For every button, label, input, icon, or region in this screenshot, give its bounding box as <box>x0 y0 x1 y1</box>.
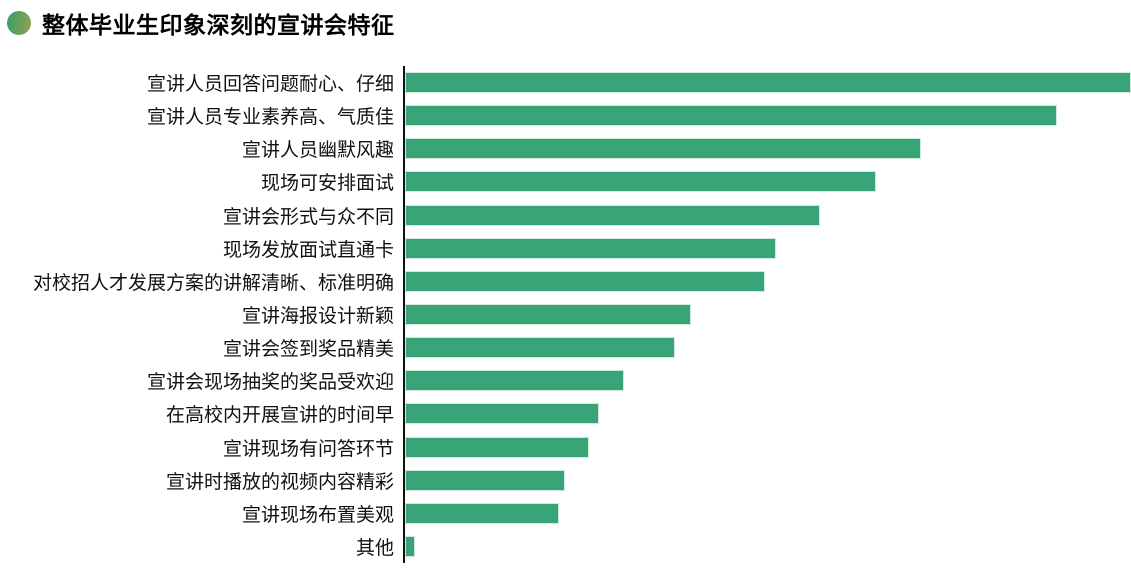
chart-row: 宣讲会现场抽奖的奖品受欢迎 <box>0 364 1131 398</box>
bar-track <box>403 66 1131 100</box>
category-label: 宣讲现场有问答环节 <box>222 438 394 460</box>
bar <box>405 304 692 326</box>
bar <box>405 337 676 359</box>
chart-row: 宣讲现场有问答环节 <box>0 430 1131 464</box>
bar-track <box>403 529 1131 564</box>
chart-title: 整体毕业生印象深刻的宣讲会特征 <box>42 12 395 38</box>
category-label: 其他 <box>355 538 394 560</box>
bar-track <box>403 331 1131 365</box>
category-label: 对校招人才发展方案的讲解清晰、标准明确 <box>32 272 394 294</box>
bar-track <box>403 496 1131 530</box>
bar-track <box>403 463 1131 497</box>
chart-header: 整体毕业生印象深刻的宣讲会特征 <box>7 6 395 40</box>
bar-track <box>403 231 1131 265</box>
chart-row: 对校招人才发展方案的讲解清晰、标准明确 <box>0 264 1131 298</box>
bar <box>405 436 589 458</box>
category-label: 宣讲会签到奖品精美 <box>222 339 394 361</box>
category-label: 现场发放面试直通卡 <box>222 239 394 261</box>
bar <box>405 72 1131 94</box>
bar-track <box>403 397 1131 431</box>
category-label: 宣讲海报设计新颖 <box>241 306 394 328</box>
chart-row: 宣讲人员幽默风趣 <box>0 132 1131 166</box>
bar <box>405 403 599 425</box>
bar-track <box>403 430 1131 464</box>
bar-track <box>403 99 1131 133</box>
bar <box>405 138 922 160</box>
chart-row: 宣讲会形式与众不同 <box>0 198 1131 232</box>
chart-row: 宣讲海报设计新颖 <box>0 297 1131 332</box>
bar-track <box>403 364 1131 398</box>
bar <box>405 204 821 226</box>
category-label: 宣讲人员回答问题耐心、仔细 <box>146 74 394 96</box>
bar-track <box>403 132 1131 166</box>
chart-row: 宣讲会签到奖品精美 <box>0 331 1131 365</box>
category-label: 宣讲人员专业素养高、气质佳 <box>146 107 394 129</box>
category-label: 现场可安排面试 <box>260 173 394 195</box>
chart-row: 其他 <box>0 529 1131 564</box>
chart-row: 宣讲人员回答问题耐心、仔细 <box>0 66 1131 100</box>
chart-rows: 宣讲人员回答问题耐心、仔细 宣讲人员专业素养高、气质佳宣讲人员幽默风趣现场可安排面… <box>0 66 1131 564</box>
bar <box>405 270 766 292</box>
bar-track <box>403 198 1131 232</box>
bar <box>405 502 559 524</box>
category-label: 宣讲现场布置美观 <box>241 504 394 526</box>
green-gradient-circle-icon <box>7 11 31 35</box>
chart-row: 现场可安排面试 <box>0 165 1131 199</box>
bar <box>405 237 776 259</box>
chart-row: 宣讲人员专业素养高、气质佳 <box>0 99 1131 133</box>
bar <box>405 105 1057 127</box>
chart-row: 现场发放面试直通卡 <box>0 231 1131 265</box>
chart-row: 宣讲时播放的视频内容精彩 <box>0 463 1131 497</box>
bar <box>405 536 416 558</box>
bar <box>405 370 625 392</box>
bar-track <box>403 297 1131 332</box>
category-label: 宣讲时播放的视频内容精彩 <box>165 471 394 493</box>
bar-track <box>403 264 1131 298</box>
category-label: 宣讲人员幽默风趣 <box>241 140 394 162</box>
category-label: 在高校内开展宣讲的时间早 <box>165 405 394 427</box>
bar-track <box>403 165 1131 199</box>
category-label: 宣讲会现场抽奖的奖品受欢迎 <box>146 372 394 394</box>
bar <box>405 171 877 193</box>
category-label: 宣讲会形式与众不同 <box>222 206 394 228</box>
chart-row: 在高校内开展宣讲的时间早 <box>0 397 1131 431</box>
chart-row: 宣讲现场布置美观 <box>0 496 1131 530</box>
bar <box>405 469 565 491</box>
bar-chart: 宣讲人员回答问题耐心、仔细 宣讲人员专业素养高、气质佳宣讲人员幽默风趣现场可安排面… <box>0 66 1131 564</box>
